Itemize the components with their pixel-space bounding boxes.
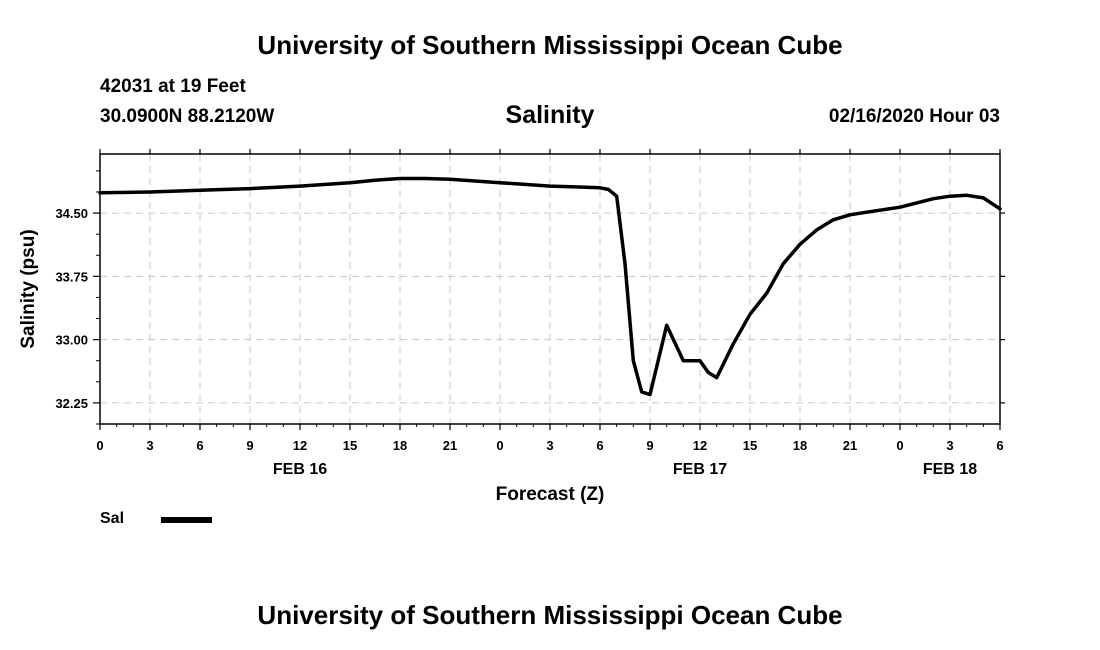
chart-title: Salinity (505, 101, 595, 129)
datetime-label: 02/16/2020 Hour 03 (828, 106, 1000, 127)
x-tick-label: 18 (793, 438, 807, 453)
y-tick-label: 32.25 (55, 396, 88, 411)
x-tick-label: 21 (443, 438, 457, 453)
series-line-sal (98, 176, 1002, 397)
x-tick-label: 15 (343, 438, 357, 453)
y-tick-label: 33.75 (55, 269, 88, 284)
y-tick-label: 33.00 (55, 333, 88, 348)
y-axis-label: Salinity (psu) (18, 229, 39, 348)
legend-swatch (161, 517, 212, 523)
x-tick-label: 3 (146, 438, 153, 453)
x-tick-label: 0 (496, 438, 503, 453)
y-tick-label: 34.50 (55, 206, 88, 221)
x-axis-label: Forecast (Z) (496, 484, 605, 505)
x-tick-label: 6 (996, 438, 1003, 453)
x-tick-label: 15 (743, 438, 757, 453)
day-label: FEB 16 (273, 461, 327, 478)
x-tick-label: 3 (946, 438, 953, 453)
x-tick-label: 12 (293, 438, 307, 453)
x-tick-label: 6 (596, 438, 603, 453)
station-label: 42031 at 19 Feet (100, 76, 246, 97)
axis-labels: 0 3 6 9 12 15 18 21 0 3 6 9 12 15 18 21 0 3 6 32.25 33.00 33.… (18, 206, 1004, 505)
day-label: FEB 18 (923, 461, 977, 478)
grid (100, 154, 1000, 424)
x-tick-label: 9 (246, 438, 253, 453)
legend-label: Sal (100, 510, 125, 527)
x-tick-label: 0 (896, 438, 903, 453)
x-tick-label: 9 (646, 438, 653, 453)
series-layer (98, 176, 1002, 397)
x-tick-label: 18 (393, 438, 407, 453)
coordinates-label: 30.0900N 88.2120W (100, 106, 275, 127)
main-title: University of Southern Mississippi Ocean… (257, 30, 843, 60)
ticks (93, 149, 1005, 430)
x-tick-label: 3 (546, 438, 553, 453)
x-tick-label: 21 (843, 438, 857, 453)
footer-title: University of Southern Mississippi Ocean… (257, 600, 843, 630)
day-label: FEB 17 (673, 461, 727, 478)
x-tick-label: 12 (693, 438, 707, 453)
x-tick-label: 0 (96, 438, 103, 453)
x-tick-label: 6 (196, 438, 203, 453)
